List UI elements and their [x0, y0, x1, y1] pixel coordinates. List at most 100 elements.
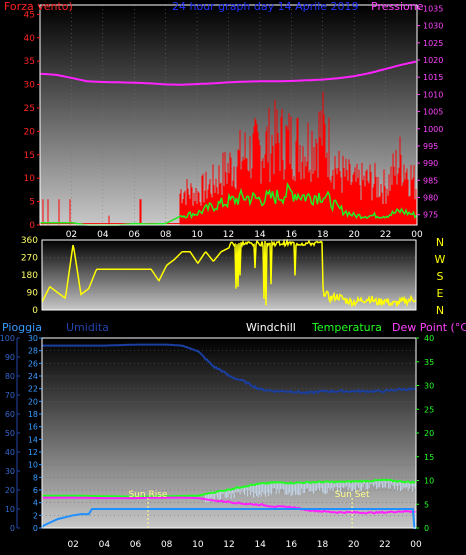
- rain-tick-label: 4: [33, 499, 38, 508]
- hour-tick-label: 16: [286, 230, 298, 240]
- pressure-tick-label: 1000: [423, 125, 443, 134]
- humidity-tick-label: 60: [5, 410, 15, 419]
- rain-tick-label: 6: [33, 486, 38, 495]
- hour-tick-label: 06: [129, 230, 141, 240]
- hour-tick-label: 08: [161, 540, 173, 550]
- dewpoint-label: Dew Point (°C): [392, 321, 466, 334]
- humidity-line: [42, 343, 416, 395]
- rain-tick-label: 8: [33, 473, 38, 482]
- humidity-tick-label: 50: [5, 429, 15, 438]
- rain-tick-label: 16: [28, 423, 38, 432]
- hour-tick-label: 22: [379, 540, 390, 550]
- wind-tick-label: 10: [24, 174, 36, 184]
- direction-tick-label: 180: [21, 271, 38, 281]
- pressure-line: [39, 60, 417, 86]
- pressure-tick-label: 1015: [423, 73, 443, 82]
- temp-tick-label: 40: [424, 334, 434, 343]
- compass-label: N: [436, 236, 444, 249]
- wind-tick-label: 35: [24, 57, 35, 67]
- sun-rise-label: Sun Rise: [128, 490, 167, 500]
- wind-tick-label: 0: [29, 221, 35, 231]
- wind-direction-panel-frame: [41, 239, 417, 311]
- humidity-tick-label: 100: [0, 334, 15, 343]
- hour-tick-label: 20: [348, 540, 360, 550]
- rain-tick-label: 22: [28, 385, 38, 394]
- pressure-tick-label: 980: [423, 194, 438, 203]
- direction-tick-label: 90: [27, 289, 39, 299]
- temp-tick-label: 0: [424, 524, 429, 533]
- direction-tick-label: 0: [32, 306, 38, 316]
- rain-tick-label: 26: [28, 359, 38, 368]
- hour-tick-label: 12: [223, 230, 234, 240]
- rain-tick-label: 10: [28, 461, 38, 470]
- rain-tick-label: 0: [33, 524, 38, 533]
- rain-tick-label: 2: [33, 511, 38, 520]
- temp-tick-label: 15: [424, 453, 434, 462]
- right-axis-label: Pressione: [371, 0, 424, 13]
- hour-tick-label: 12: [223, 540, 234, 550]
- hour-tick-label: 04: [97, 230, 109, 240]
- humidity-tick-label: 40: [5, 448, 15, 457]
- hour-tick-label: 00: [410, 540, 422, 550]
- pressure-tick-label: 1030: [423, 22, 443, 31]
- temp-tick-label: 25: [424, 405, 434, 414]
- wind-tick-label: 25: [24, 104, 35, 114]
- rain-tick-label: 30: [28, 334, 38, 343]
- hour-tick-label: 18: [317, 540, 329, 550]
- temperature-line: [42, 478, 416, 498]
- hour-tick-label: 16: [286, 540, 298, 550]
- pressure-tick-label: 1005: [423, 108, 443, 117]
- temp-tick-label: 30: [424, 382, 434, 391]
- pressure-tick-label: 995: [423, 142, 438, 151]
- sun-set-label: Sun Set: [335, 490, 370, 500]
- temperature-label: Temperatura: [312, 321, 382, 334]
- hour-tick-label: 14: [254, 540, 266, 550]
- wind-pressure-panel-frame: [39, 4, 418, 226]
- wind-tick-label: 5: [29, 198, 35, 208]
- compass-label: E: [437, 287, 444, 300]
- hour-tick-label: 20: [348, 230, 360, 240]
- hour-tick-label: 22: [380, 230, 391, 240]
- hour-tick-label: 10: [192, 540, 204, 550]
- rain-tick-label: 28: [28, 347, 38, 356]
- rain-tick-label: 18: [28, 410, 38, 419]
- pressure-tick-label: 975: [423, 211, 438, 220]
- hour-tick-label: 08: [160, 230, 172, 240]
- rain-tick-label: 20: [28, 397, 38, 406]
- rain-label: Pioggia: [2, 321, 42, 334]
- humidity-tick-label: 70: [5, 391, 15, 400]
- rain-tick-label: 24: [28, 372, 38, 381]
- wind-tick-label: 15: [24, 151, 35, 161]
- hour-tick-label: 02: [66, 230, 77, 240]
- humidity-tick-label: 10: [5, 505, 15, 514]
- humidity-tick-label: 90: [5, 353, 15, 362]
- temp-tick-label: 35: [424, 358, 434, 367]
- pressure-tick-label: 1020: [423, 56, 443, 65]
- hour-tick-label: 00: [411, 230, 423, 240]
- pressure-tick-label: 1025: [423, 39, 443, 48]
- wind-tick-label: 40: [24, 34, 36, 44]
- wind-tick-label: 30: [24, 81, 36, 91]
- temp-tick-label: 10: [424, 477, 434, 486]
- rain-tick-label: 14: [28, 435, 38, 444]
- windchill-label: Windchill: [246, 321, 296, 334]
- temp-tick-label: 20: [424, 429, 434, 438]
- humidity-label: Umidita: [66, 321, 109, 334]
- compass-label: S: [437, 270, 444, 283]
- humidity-tick-label: 0: [10, 524, 15, 533]
- hour-tick-label: 18: [317, 230, 329, 240]
- chart-title: 24 hour graph day 14 Aprile 2019: [172, 0, 359, 13]
- hour-tick-label: 10: [191, 230, 203, 240]
- wind-direction-panel-background: [42, 240, 416, 310]
- pressure-tick-label: 985: [423, 176, 438, 185]
- hour-tick-label: 14: [254, 230, 266, 240]
- wind-tick-label: 20: [24, 127, 36, 137]
- pressure-tick-label: 1010: [423, 90, 443, 99]
- left-axis-label: Forza vento): [4, 0, 73, 13]
- temp-tick-label: 5: [424, 500, 429, 509]
- compass-label: W: [435, 253, 446, 266]
- wind-direction-line: [41, 238, 417, 308]
- direction-tick-label: 270: [21, 254, 38, 264]
- hour-tick-label: 06: [130, 540, 142, 550]
